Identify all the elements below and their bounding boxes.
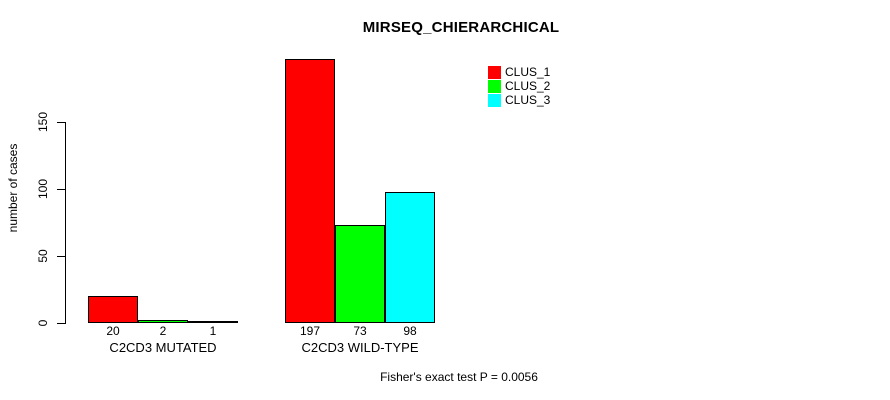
bar-value-label: 73 — [353, 324, 367, 338]
legend-label: CLUS_1 — [505, 65, 551, 79]
chart-title: MIRSEQ_CHIERARCHICAL — [362, 19, 560, 36]
legend-swatch-clus_3 — [488, 94, 501, 107]
y-axis-tick — [57, 323, 65, 324]
legend-label: CLUS_2 — [505, 79, 551, 93]
y-axis-tick — [57, 122, 65, 123]
bar-clus_2-group2 — [335, 225, 385, 323]
category-label: C2CD3 MUTATED — [109, 340, 217, 355]
legend-swatch-clus_2 — [488, 80, 501, 93]
legend-swatch-clus_1 — [488, 66, 501, 79]
bar-clus_3-group2 — [385, 192, 435, 323]
bar-value-label: 1 — [209, 324, 217, 338]
bar-value-label: 2 — [159, 324, 167, 338]
y-axis-tick-label: 150 — [36, 111, 50, 133]
bar-clus_2-group1 — [138, 320, 188, 323]
bar-value-label: 20 — [106, 324, 120, 338]
bar-clus_3-group1 — [188, 321, 238, 323]
bar-value-label: 98 — [403, 324, 417, 338]
annotation-text: Fisher's exact test P = 0.0056 — [380, 370, 538, 384]
y-axis-line — [65, 122, 66, 324]
y-axis-tick — [57, 256, 65, 257]
bar-clus_1-group1 — [88, 296, 138, 323]
y-axis-tick-label: 50 — [36, 249, 50, 263]
y-axis-tick — [57, 189, 65, 190]
y-axis-tick-label: 100 — [36, 178, 50, 200]
y-axis-tick-label: 0 — [36, 319, 50, 327]
legend-label: CLUS_3 — [505, 93, 551, 107]
bar-clus_1-group2 — [285, 59, 335, 323]
category-label: C2CD3 WILD-TYPE — [301, 340, 419, 355]
bar-value-label: 197 — [299, 324, 321, 338]
y-axis-label: number of cases — [6, 143, 20, 233]
